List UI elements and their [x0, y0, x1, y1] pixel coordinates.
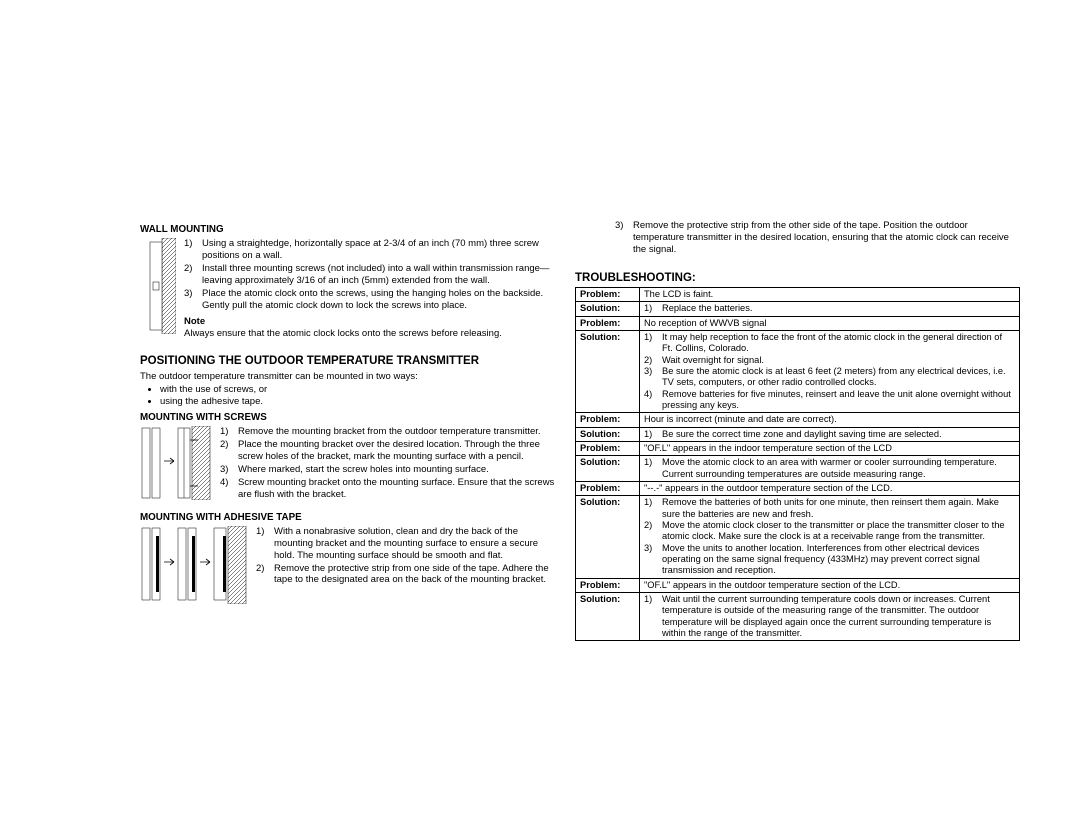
- row-content: 1)Replace the batteries.: [640, 302, 1020, 316]
- row-content: 1)Remove the batteries of both units for…: [640, 496, 1020, 578]
- row-label: Solution:: [576, 427, 640, 441]
- note-heading: Note: [184, 316, 555, 328]
- row-label: Problem:: [576, 578, 640, 592]
- row-content: The LCD is faint.: [640, 288, 1020, 302]
- wall-mounting-block: 1)Using a straightedge, horizontally spa…: [140, 238, 555, 340]
- troubleshooting-table: Problem:The LCD is faint.Solution:1)Repl…: [575, 287, 1020, 641]
- mount-screws-title: MOUNTING WITH SCREWS: [140, 412, 555, 424]
- table-row: Solution:1)Move the atomic clock to an a…: [576, 456, 1020, 482]
- table-row: Problem:"--.-" appears in the outdoor te…: [576, 481, 1020, 495]
- row-label: Problem:: [576, 288, 640, 302]
- row-label: Problem:: [576, 413, 640, 427]
- row-label: Solution:: [576, 592, 640, 640]
- right-column: 3)Remove the protective strip from the o…: [575, 220, 1020, 641]
- row-content: No reception of WWVB signal: [640, 316, 1020, 330]
- row-label: Solution:: [576, 496, 640, 578]
- wall-mount-diagram: [140, 238, 176, 340]
- table-row: Problem:No reception of WWVB signal: [576, 316, 1020, 330]
- positioning-bullets: with the use of screws, or using the adh…: [140, 384, 555, 408]
- table-row: Solution:1)Remove the batteries of both …: [576, 496, 1020, 578]
- continued-step: 3)Remove the protective strip from the o…: [615, 220, 1020, 257]
- row-label: Problem:: [576, 481, 640, 495]
- mount-screws-steps: 1)Remove the mounting bracket from the o…: [220, 426, 555, 501]
- table-row: Problem:The LCD is faint.: [576, 288, 1020, 302]
- row-label: Solution:: [576, 302, 640, 316]
- table-row: Problem:"OF.L" appears in the outdoor te…: [576, 578, 1020, 592]
- mount-tape-block: 1)With a nonabrasive solution, clean and…: [140, 526, 555, 604]
- wall-mounting-steps: 1)Using a straightedge, horizontally spa…: [184, 238, 555, 312]
- positioning-intro: The outdoor temperature transmitter can …: [140, 371, 555, 383]
- table-row: Problem:Hour is incorrect (minute and da…: [576, 413, 1020, 427]
- wall-mounting-text: 1)Using a straightedge, horizontally spa…: [184, 238, 555, 340]
- table-row: Solution:1)Replace the batteries.: [576, 302, 1020, 316]
- row-label: Solution:: [576, 330, 640, 412]
- screws-diagram: [140, 426, 212, 501]
- row-label: Problem:: [576, 441, 640, 455]
- row-content: "--.-" appears in the outdoor temperatur…: [640, 481, 1020, 495]
- row-label: Solution:: [576, 456, 640, 482]
- table-row: Solution:1)It may help reception to face…: [576, 330, 1020, 412]
- tape-diagram: [140, 526, 248, 604]
- positioning-title: POSITIONING THE OUTDOOR TEMPERATURE TRAN…: [140, 354, 555, 368]
- row-content: 1)Be sure the correct time zone and dayl…: [640, 427, 1020, 441]
- row-content: "OF.L" appears in the outdoor temperatur…: [640, 578, 1020, 592]
- troubleshooting-title: TROUBLESHOOTING:: [575, 271, 1020, 285]
- mount-screws-block: 1)Remove the mounting bracket from the o…: [140, 426, 555, 501]
- table-row: Solution:1)Wait until the current surrou…: [576, 592, 1020, 640]
- row-content: 1)Wait until the current surrounding tem…: [640, 592, 1020, 640]
- table-row: Solution:1)Be sure the correct time zone…: [576, 427, 1020, 441]
- row-content: 1)It may help reception to face the fron…: [640, 330, 1020, 412]
- row-content: "OF.L" appears in the indoor temperature…: [640, 441, 1020, 455]
- table-row: Problem:"OF.L" appears in the indoor tem…: [576, 441, 1020, 455]
- note-text: Always ensure that the atomic clock lock…: [184, 328, 555, 340]
- document-page: WALL MOUNTING 1)Using a straightedge, ho…: [0, 0, 1080, 681]
- mount-screws-text: 1)Remove the mounting bracket from the o…: [220, 426, 555, 501]
- row-label: Problem:: [576, 316, 640, 330]
- list-item: with the use of screws, or: [160, 384, 555, 396]
- row-content: 1)Move the atomic clock to an area with …: [640, 456, 1020, 482]
- row-content: Hour is incorrect (minute and date are c…: [640, 413, 1020, 427]
- wall-mounting-title: WALL MOUNTING: [140, 224, 555, 236]
- mount-tape-text: 1)With a nonabrasive solution, clean and…: [256, 526, 555, 604]
- list-item: using the adhesive tape.: [160, 396, 555, 408]
- left-column: WALL MOUNTING 1)Using a straightedge, ho…: [140, 220, 555, 641]
- mount-tape-title: MOUNTING WITH ADHESIVE TAPE: [140, 512, 555, 524]
- mount-tape-steps: 1)With a nonabrasive solution, clean and…: [256, 526, 555, 587]
